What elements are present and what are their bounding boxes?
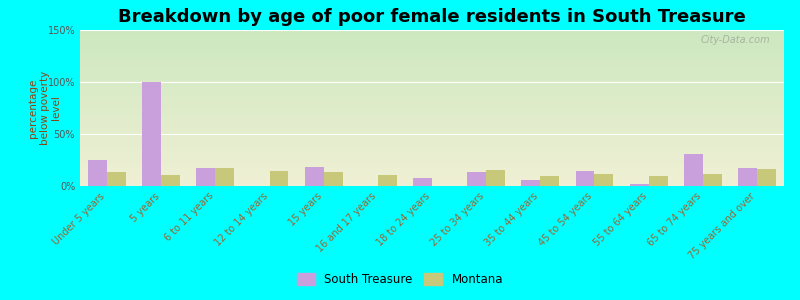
Bar [649, 176, 667, 186]
Bar [630, 184, 649, 186]
Bar [702, 173, 722, 186]
Bar [378, 175, 397, 186]
Bar [270, 171, 289, 186]
Bar [142, 82, 162, 186]
Title: Breakdown by age of poor female residents in South Treasure: Breakdown by age of poor female resident… [118, 8, 746, 26]
Y-axis label: percentage
below poverty
level: percentage below poverty level [28, 71, 62, 145]
Bar [684, 154, 702, 186]
Bar [413, 178, 432, 186]
Legend: South Treasure, Montana: South Treasure, Montana [292, 268, 508, 291]
Bar [467, 172, 486, 186]
Bar [215, 168, 234, 186]
Bar [594, 173, 614, 186]
Bar [522, 180, 540, 186]
Bar [540, 176, 559, 186]
Bar [162, 175, 180, 186]
Bar [197, 168, 215, 186]
Bar [738, 168, 757, 186]
Bar [324, 172, 342, 186]
Bar [88, 160, 107, 186]
Bar [575, 171, 594, 186]
Text: City-Data.com: City-Data.com [700, 35, 770, 45]
Bar [757, 169, 776, 186]
Bar [305, 167, 324, 186]
Bar [486, 170, 505, 186]
Bar [107, 172, 126, 186]
